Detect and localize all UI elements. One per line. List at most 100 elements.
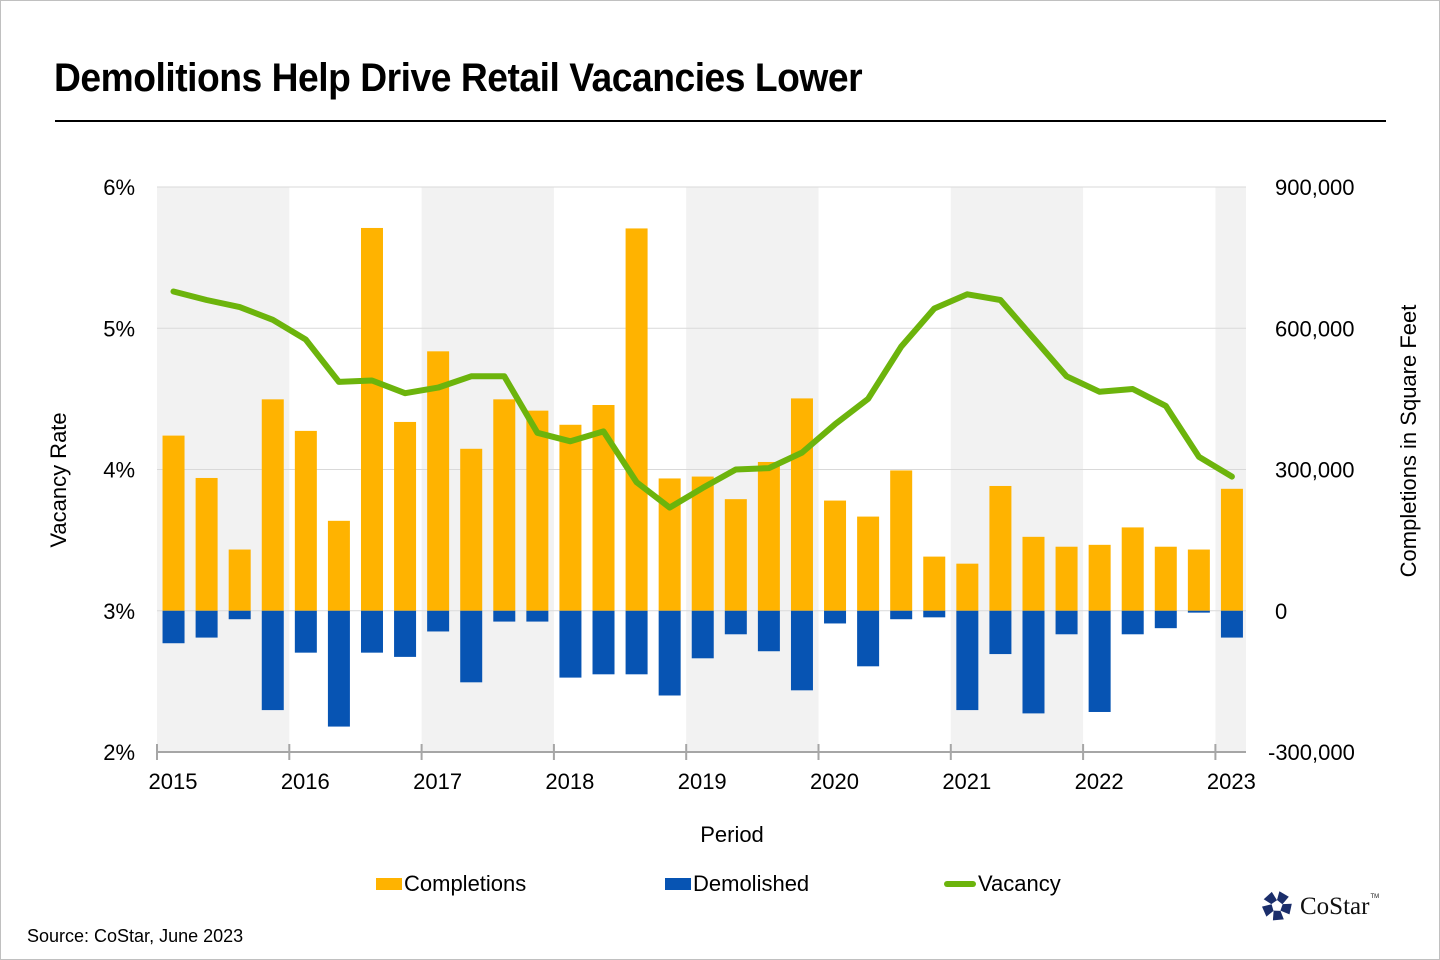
completions-bar <box>1088 544 1111 611</box>
demolished-bar <box>559 610 582 678</box>
logo-segment <box>1272 910 1284 921</box>
completions-bar <box>460 448 483 611</box>
bars <box>162 227 1243 727</box>
completions-bar <box>592 404 615 611</box>
demolished-bar <box>327 610 350 727</box>
legend-swatch-demolished <box>665 878 691 890</box>
demolished-bar <box>956 610 979 711</box>
costar-logo-icon <box>1262 891 1292 921</box>
completions-bar <box>394 421 417 611</box>
completions-bar <box>559 424 582 611</box>
completions-bar <box>195 477 218 611</box>
completions-bar <box>1154 546 1177 611</box>
demolished-bar <box>724 610 747 635</box>
y-axis-right: 900,000 600,000 300,000 0 -300,000 <box>1268 175 1355 765</box>
completions-bar <box>790 398 813 611</box>
y2-tick-label: 300,000 <box>1275 458 1355 483</box>
demolished-bar <box>493 610 516 622</box>
completions-bar <box>493 399 516 611</box>
completions-bar <box>526 410 549 611</box>
completions-bar <box>1022 536 1045 611</box>
completions-bar <box>625 228 648 611</box>
demolished-bar <box>824 610 847 624</box>
y-tick-label: 3% <box>103 599 135 624</box>
completions-bar <box>162 435 185 611</box>
demolished-bar <box>427 610 450 632</box>
y2-tick-label: 900,000 <box>1275 175 1355 200</box>
demolished-bar <box>989 610 1012 655</box>
legend-swatch-completions <box>376 878 402 890</box>
y2-tick-label: -300,000 <box>1268 740 1355 765</box>
demolished-bar <box>923 610 946 618</box>
legend: Completions Demolished Vacancy <box>0 871 1440 899</box>
demolished-bar <box>691 610 714 659</box>
y-tick-label: 4% <box>103 458 135 483</box>
x-tick-label: 2019 <box>678 769 727 794</box>
demolished-bar <box>1055 610 1078 635</box>
legend-item-vacancy: Vacancy <box>944 871 1061 897</box>
y-tick-label: 5% <box>103 316 135 341</box>
demolished-bar <box>195 610 218 638</box>
demolished-bar <box>625 610 648 675</box>
y2-tick-label: 600,000 <box>1275 316 1355 341</box>
completions-bar <box>1187 549 1210 611</box>
demolished-bar <box>1121 610 1144 635</box>
demolished-bar <box>360 610 383 653</box>
completions-bar <box>857 516 880 611</box>
legend-label-demolished: Demolished <box>693 871 810 896</box>
completions-bar <box>261 399 284 611</box>
demolished-bar <box>757 610 780 652</box>
completions-bar <box>228 549 251 611</box>
vacancy-line-group <box>170 288 1235 511</box>
logo-segment <box>1263 891 1277 905</box>
y-axis-title: Vacancy Rate <box>46 412 71 547</box>
x-tick-label: 2018 <box>545 769 594 794</box>
completions-bar <box>427 351 450 611</box>
x-axis: 2015 2016 2017 2018 2019 2020 2021 2022 2023 <box>149 744 1256 794</box>
logo-segment <box>1262 904 1274 917</box>
completions-bar <box>956 563 979 611</box>
x-axis-title: Period <box>700 822 764 847</box>
completions-bar <box>890 470 913 611</box>
demolished-bar <box>261 610 284 711</box>
demolished-bar <box>228 610 251 620</box>
demolished-bar <box>460 610 483 683</box>
x-tick-label: 2021 <box>942 769 991 794</box>
completions-bar <box>824 500 847 611</box>
costar-logo: CoStar TM <box>1260 890 1379 922</box>
demolished-bar <box>162 610 185 644</box>
chart-title: Demolitions Help Drive Retail Vacancies … <box>54 56 863 100</box>
y-tick-label: 2% <box>103 740 135 765</box>
x-tick-label: 2015 <box>149 769 198 794</box>
logo-wordmark: CoStar <box>1300 893 1370 920</box>
legend-item-completions: Completions <box>376 871 526 897</box>
demolished-bar <box>790 610 813 691</box>
completions-bar <box>1220 488 1243 611</box>
completions-bar <box>294 430 317 611</box>
y2-tick-label: 0 <box>1275 599 1287 624</box>
legend-label-completions: Completions <box>404 871 527 896</box>
completions-bar <box>327 520 350 611</box>
completions-bar <box>658 478 681 611</box>
legend-item-demolished: Demolished <box>665 871 809 897</box>
completions-bar <box>724 499 747 611</box>
legend-swatch-vacancy <box>944 881 976 887</box>
completions-bar <box>1055 546 1078 611</box>
logo-trademark: TM <box>1370 894 1380 900</box>
y-tick-label: 6% <box>103 175 135 200</box>
legend-label-vacancy: Vacancy <box>978 871 1061 896</box>
x-tick-label: 2023 <box>1207 769 1256 794</box>
completions-bar <box>691 476 714 611</box>
demolished-bar <box>658 610 681 696</box>
completions-bar <box>923 556 946 611</box>
demolished-bar <box>1088 610 1111 712</box>
x-tick-label: 2016 <box>281 769 330 794</box>
demolished-bar <box>526 610 549 622</box>
x-tick-label: 2017 <box>413 769 462 794</box>
x-tick-label: 2020 <box>810 769 859 794</box>
logo-segment <box>1277 891 1289 905</box>
demolished-bar <box>1187 610 1210 613</box>
completions-bar <box>1121 527 1144 611</box>
x-tick-label: 2022 <box>1075 769 1124 794</box>
